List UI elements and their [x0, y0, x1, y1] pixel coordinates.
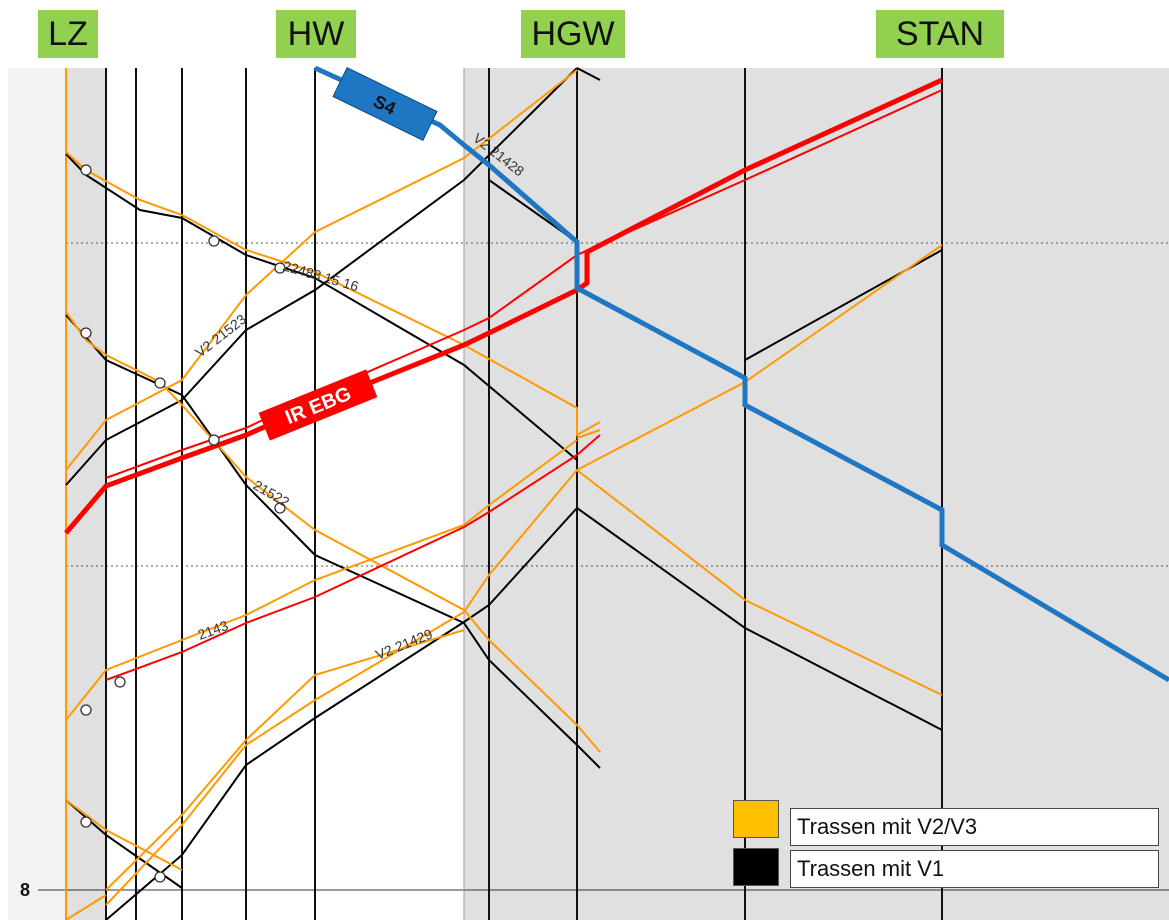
- legend-label-v1: Trassen mit V1: [790, 850, 1159, 888]
- train-label-21522: 21522: [251, 477, 293, 510]
- train-label-22488: 22488 15 16: [281, 258, 360, 295]
- red-paths: [64, 77, 944, 681]
- station-label-stan: STAN: [876, 10, 1004, 58]
- legend-swatch-v1: [733, 848, 779, 886]
- legend-label-v2v3: Trassen mit V2/V3: [790, 808, 1159, 846]
- ir-ebg-badge: IR EBG: [258, 369, 378, 441]
- station-area-lz: [8, 68, 66, 920]
- page-number: 8: [20, 880, 31, 900]
- station-lines: [105, 68, 943, 920]
- train-label-21429: V2 21429: [373, 625, 435, 662]
- station-markers: [80, 164, 286, 883]
- orange-paths: [65, 69, 943, 920]
- s4-badge: S4: [332, 67, 438, 141]
- s4-path: [313, 65, 1169, 683]
- legend-swatch-v2v3: [733, 800, 779, 838]
- station-label-hw: HW: [276, 10, 356, 58]
- station-label-lz: LZ: [38, 10, 98, 58]
- station-label-hgw: HGW: [521, 10, 625, 58]
- station-area-hgw: [464, 68, 1169, 920]
- time-grid: [66, 242, 1169, 567]
